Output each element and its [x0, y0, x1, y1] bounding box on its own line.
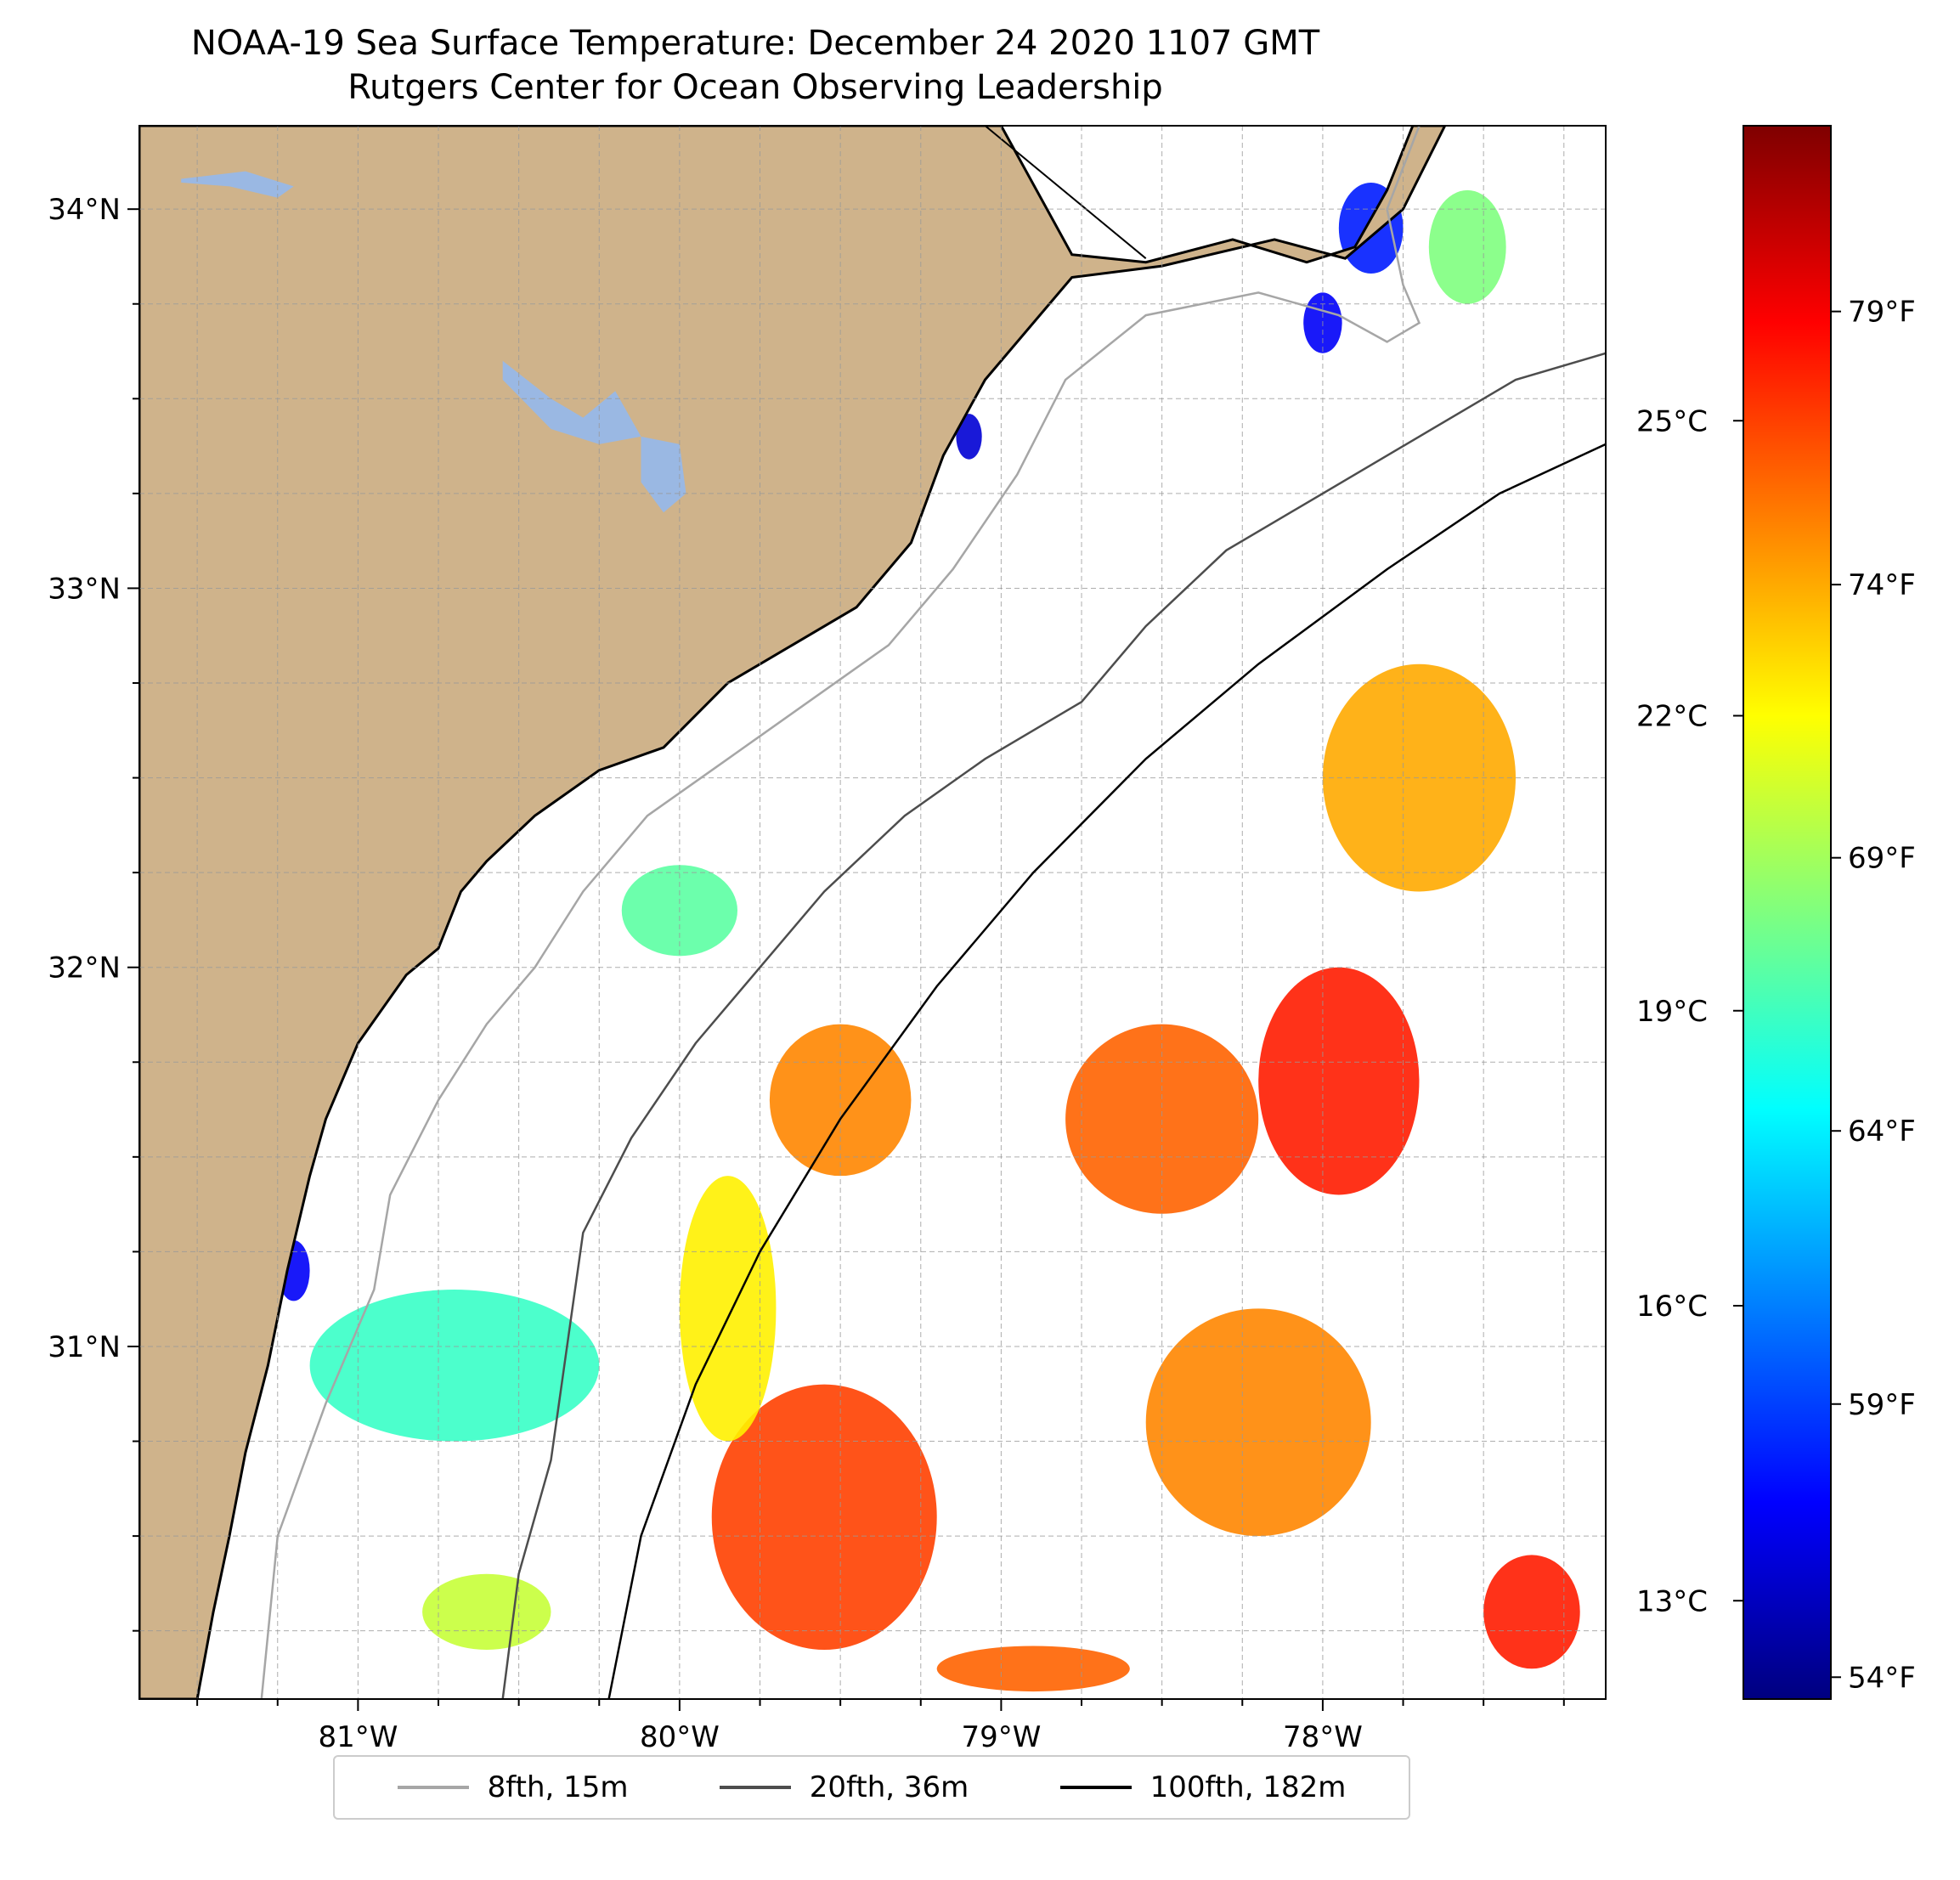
- colorbar-c-label: 19°C: [1636, 995, 1708, 1029]
- lake-1: [502, 360, 641, 444]
- lat-tick-label: 34°N: [48, 193, 121, 227]
- lat-tick-label: 31°N: [48, 1330, 121, 1364]
- colorbar: 13°C 16°C 19°C 22°C 25°C 54°F 59°F 64°F 69°F 74°F…: [1636, 125, 1916, 1700]
- colorbar-f-label: 54°F: [1848, 1661, 1916, 1695]
- colorbar-f-label: 79°F: [1848, 296, 1916, 330]
- sst-patch-3: [711, 1384, 937, 1650]
- isobath-8fth: [260, 126, 1421, 1699]
- sst-patch-0: [1065, 1024, 1259, 1214]
- colorbar-c-label: 13°C: [1636, 1584, 1708, 1618]
- legend-item-8fth: 8fth, 15m: [397, 1770, 629, 1804]
- legend-line-100fth: [1059, 1786, 1132, 1789]
- sst-patch-9: [1428, 189, 1506, 304]
- sst-patch-2: [1145, 1308, 1371, 1537]
- sst-patch-5: [679, 1176, 777, 1442]
- sst-patch-16: [1483, 1555, 1580, 1669]
- map-subtitle: Rutgers Center for Ocean Observing Leade…: [347, 68, 1163, 107]
- state-border: [984, 126, 1147, 259]
- colorbar-f-label: 59°F: [1848, 1388, 1916, 1422]
- isobath-legend: 8fth, 15m 20fth, 36m 100fth, 182m: [333, 1755, 1410, 1820]
- lon-tick-label: 78°W: [1283, 1720, 1363, 1754]
- legend-item-100fth: 100fth, 182m: [1059, 1770, 1347, 1804]
- isobath-20fth: [501, 352, 1606, 1699]
- legend-item-20fth: 20fth, 36m: [719, 1770, 969, 1804]
- colorbar-c-label: 22°C: [1636, 700, 1708, 734]
- lat-tick-label: 32°N: [48, 951, 121, 985]
- map-axes: 81°W 80°W 79°W 78°W 31°N 32°N 33°N 34°N: [48, 193, 1565, 1754]
- colorbar-f-label: 69°F: [1848, 842, 1916, 876]
- sst-patch-15: [936, 1646, 1130, 1692]
- lon-tick-label: 80°W: [640, 1720, 720, 1754]
- colorbar-gradient: [1743, 125, 1832, 1700]
- sst-patch-14: [422, 1573, 551, 1650]
- map-frame: [138, 125, 1607, 1700]
- legend-label-8fth: 8fth, 15m: [487, 1770, 629, 1804]
- colorbar-c-label: 25°C: [1636, 404, 1708, 438]
- legend-line-8fth: [397, 1786, 469, 1789]
- lon-tick-label: 81°W: [318, 1720, 398, 1754]
- lat-tick-label: 33°N: [48, 572, 121, 606]
- colorbar-f-label: 74°F: [1848, 568, 1916, 602]
- map-area[interactable]: [139, 126, 1606, 1699]
- colorbar-f-label: 64°F: [1848, 1115, 1916, 1149]
- legend-label-20fth: 20fth, 36m: [809, 1770, 969, 1804]
- sst-patch-6: [1322, 663, 1517, 892]
- lon-tick-label: 79°W: [961, 1720, 1041, 1754]
- colorbar-c-label: 16°C: [1636, 1290, 1708, 1324]
- lake-0: [181, 171, 294, 198]
- legend-label-100fth: 100fth, 182m: [1149, 1770, 1347, 1804]
- sst-patch-1: [1258, 967, 1420, 1195]
- isobath-100fth: [607, 443, 1606, 1699]
- sst-patch-12: [956, 414, 982, 460]
- legend-line-20fth: [719, 1786, 791, 1789]
- map-title: NOAA-19 Sea Surface Temperature: Decembe…: [190, 24, 1320, 63]
- sst-patch-7: [309, 1290, 600, 1442]
